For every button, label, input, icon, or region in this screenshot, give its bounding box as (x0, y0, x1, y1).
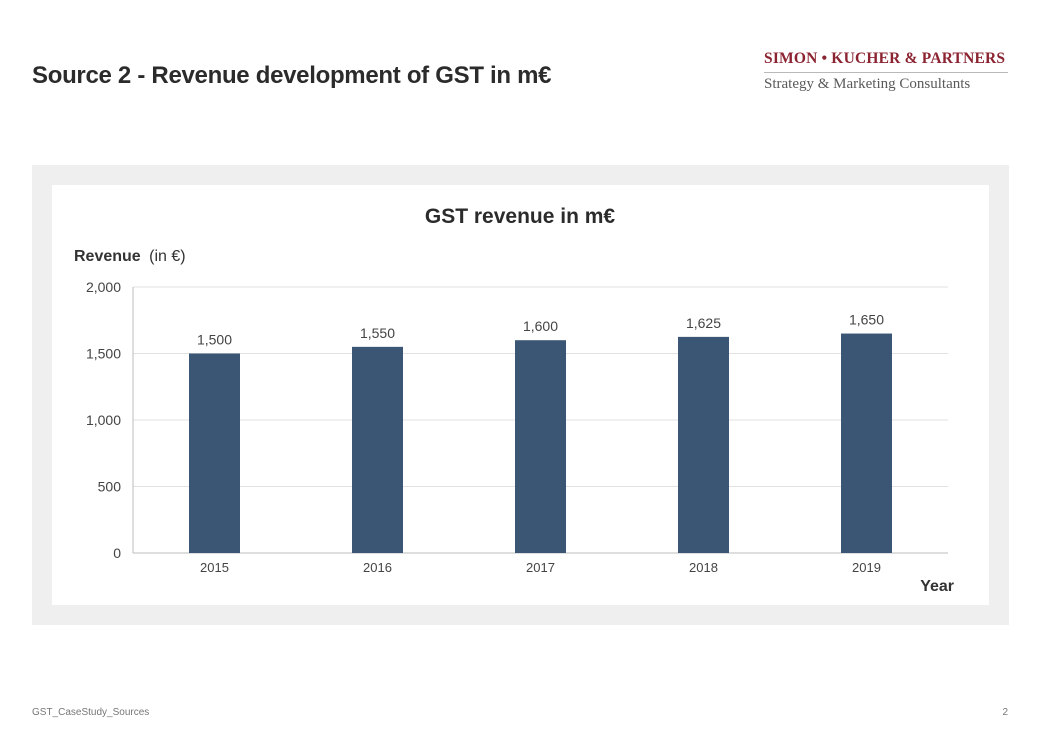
data-label: 1,650 (849, 312, 884, 328)
y-tick-labels: 0 500 1,000 1,500 2,000 (86, 279, 121, 561)
y-axis-label: Revenue (in €) (74, 248, 186, 265)
chart-panel: GST revenue in m€ Revenue (in €) Year 0 5… (32, 165, 1009, 625)
chart-title: GST revenue in m€ (425, 205, 616, 228)
logo-tagline: Strategy & Marketing Consultants (764, 76, 971, 92)
bar-2017 (515, 340, 566, 553)
y-tick-label: 0 (113, 545, 121, 561)
y-axis-label-main: Revenue (74, 248, 141, 265)
data-labels: 1,500 1,550 1,600 1,625 1,650 (197, 312, 884, 348)
x-tick-label: 2019 (852, 560, 881, 575)
y-tick-label: 500 (98, 479, 122, 495)
data-label: 1,500 (197, 332, 232, 348)
y-axis-label-unit: (in €) (149, 248, 185, 265)
x-tick-label: 2015 (200, 560, 229, 575)
data-label: 1,600 (523, 318, 558, 334)
x-axis-label: Year (920, 578, 954, 595)
logo-wordmark: SIMON • KUCHER & PARTNERS (764, 50, 1008, 73)
bar-2015 (189, 353, 240, 553)
data-label: 1,625 (686, 315, 721, 331)
x-tick-label: 2018 (689, 560, 718, 575)
x-tick-label: 2016 (363, 560, 392, 575)
chart-card: GST revenue in m€ Revenue (in €) Year 0 5… (52, 185, 989, 605)
data-label: 1,550 (360, 325, 395, 341)
page-number: 2 (1002, 707, 1008, 718)
y-tick-label: 1,500 (86, 346, 121, 362)
company-logo: SIMON • KUCHER & PARTNERS Strategy & Mar… (764, 50, 1008, 93)
bar-chart: GST revenue in m€ Revenue (in €) Year 0 5… (74, 205, 954, 595)
bar-2016 (352, 346, 403, 553)
bar-2018 (678, 336, 729, 553)
footer-filename: GST_CaseStudy_Sources (32, 707, 150, 718)
x-tick-label: 2017 (526, 560, 555, 575)
bars (189, 333, 892, 553)
y-tick-label: 1,000 (86, 412, 121, 428)
bar-2019 (841, 333, 892, 553)
y-tick-label: 2,000 (86, 279, 121, 295)
x-tick-labels: 2015 2016 2017 2018 2019 (200, 560, 881, 575)
page-title: Source 2 - Revenue development of GST in… (32, 62, 552, 89)
